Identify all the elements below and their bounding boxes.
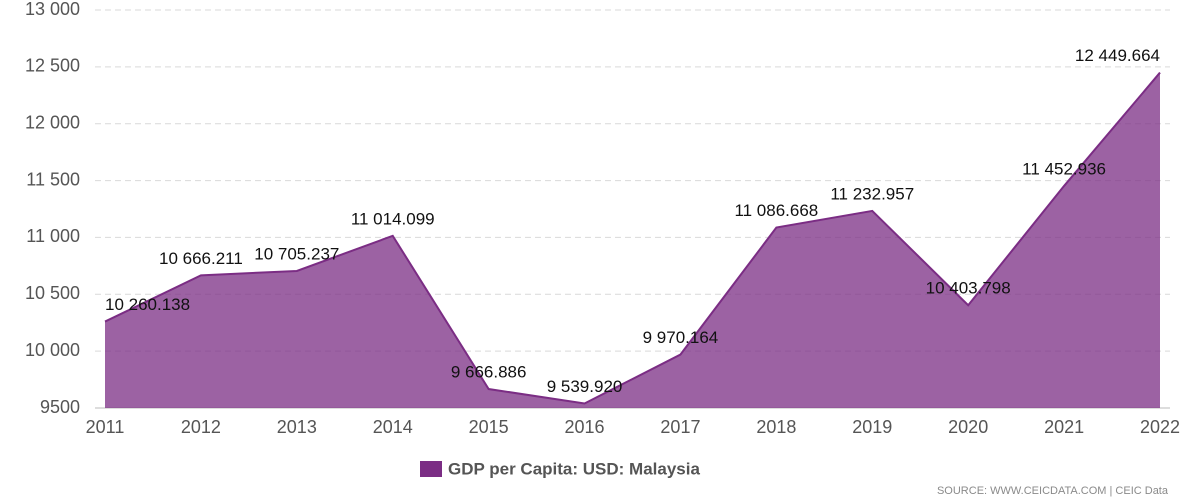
area [105, 72, 1160, 409]
data-label: 10 666.211 [159, 249, 243, 268]
line [104, 71, 1161, 405]
y-tick-label: 13 000 [25, 0, 80, 19]
legend-label: GDP per Capita: USD: Malaysia [448, 459, 700, 478]
y-tick-label: 11 500 [26, 169, 80, 189]
x-tick-label: 2012 [181, 417, 221, 437]
data-label: 10 403.798 [926, 279, 1011, 298]
x-tick-label: 2021 [1044, 417, 1084, 437]
x-tick-label: 2022 [1140, 417, 1180, 437]
data-label: 9 970.164 [643, 328, 719, 347]
x-tick-label: 2016 [565, 417, 605, 437]
y-tick-label: 12 500 [25, 56, 80, 76]
data-label: 11 232.957 [830, 184, 914, 203]
y-tick-label: 12 000 [25, 112, 80, 132]
data-label: 11 452.936 [1022, 159, 1106, 178]
x-tick-label: 2018 [756, 417, 796, 437]
x-tick-label: 2011 [86, 417, 125, 437]
data-label: 12 449.664 [1075, 46, 1160, 65]
data-label: 9 539.920 [547, 377, 623, 396]
data-label: 11 014.099 [351, 209, 435, 228]
x-tick-label: 2019 [852, 417, 892, 437]
data-label: 11 086.668 [734, 201, 818, 220]
x-tick-label: 2013 [277, 417, 317, 437]
x-tick-label: 2020 [948, 417, 988, 437]
x-tick-label: 2015 [469, 417, 509, 437]
legend-swatch [420, 461, 442, 477]
data-label: 10 705.237 [254, 244, 339, 263]
y-tick-label: 10 500 [25, 283, 80, 303]
data-label: 9 666.886 [451, 363, 527, 382]
y-tick-label: 10 000 [25, 340, 80, 360]
x-tick-label: 2017 [660, 417, 700, 437]
source: SOURCE: WWW.CEICDATA.COM | CEIC Data [937, 485, 1169, 497]
data-label: 10 260.138 [105, 295, 190, 314]
x-tick-label: 2014 [373, 417, 413, 437]
y-tick-label: 11 000 [26, 226, 80, 246]
y-tick-label: 9500 [40, 397, 80, 417]
